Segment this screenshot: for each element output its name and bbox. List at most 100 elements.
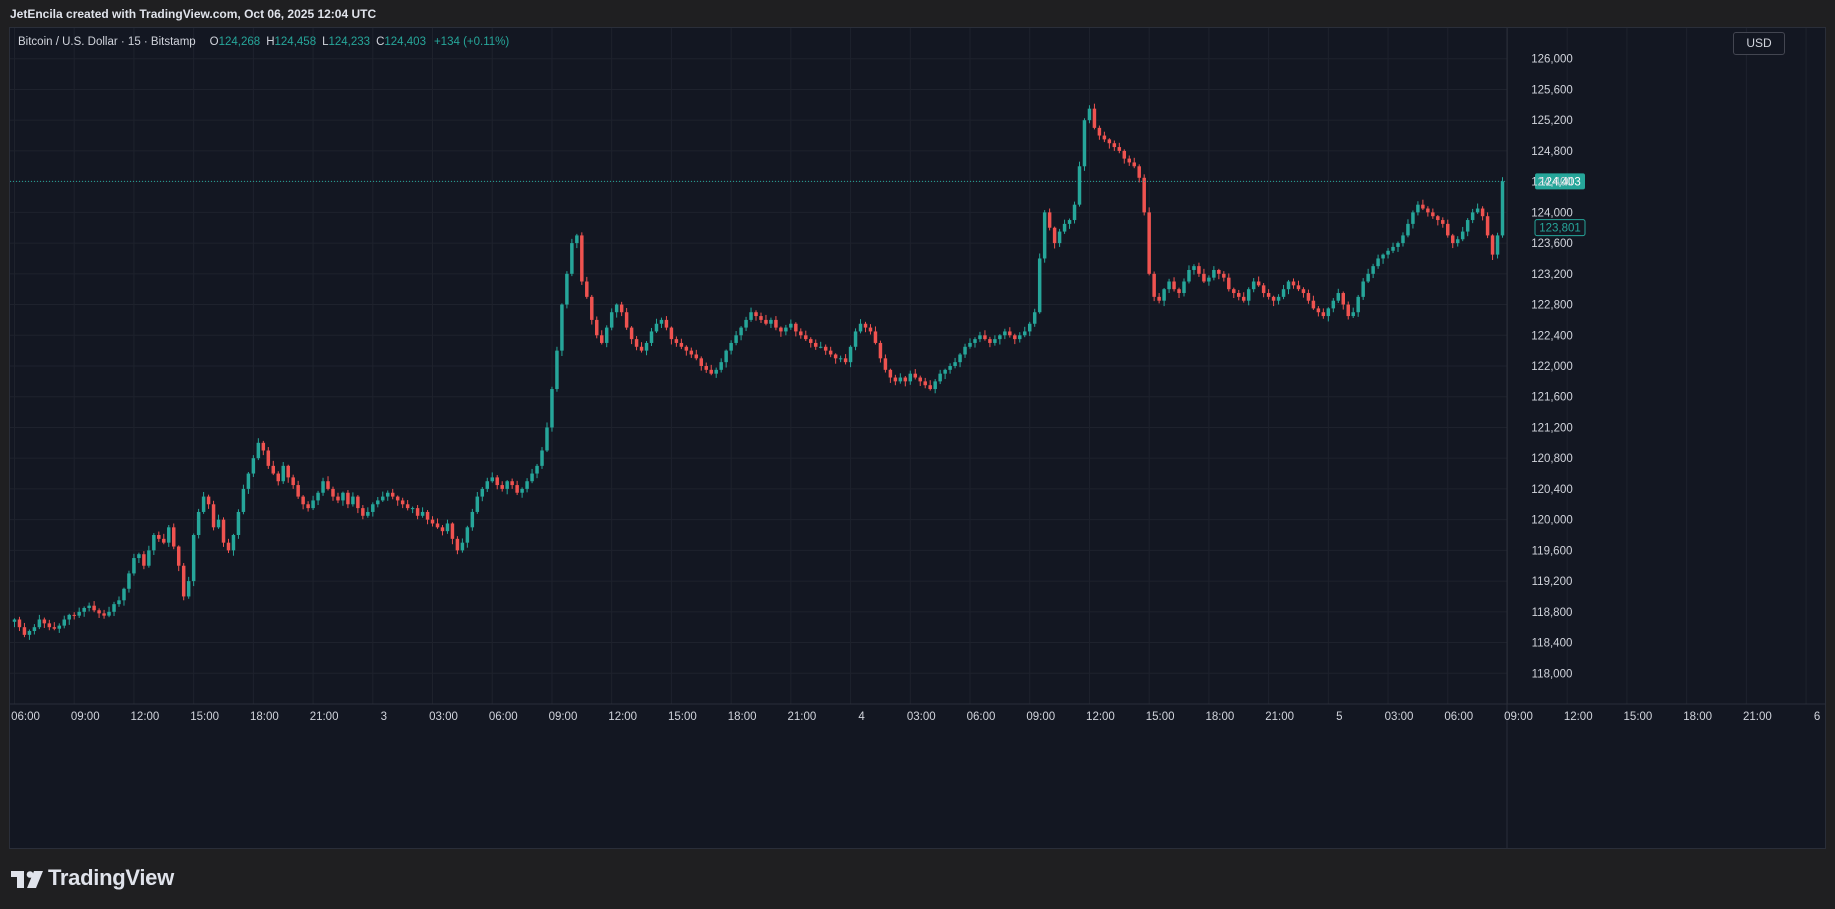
- price-tick-label: 126,000: [1531, 54, 1573, 66]
- candle-body: [57, 625, 62, 629]
- time-tick-label: 06:00: [1444, 711, 1473, 723]
- candle-body: [1197, 266, 1201, 274]
- candle-body: [953, 362, 957, 366]
- candle-body: [306, 504, 310, 509]
- candle-body: [908, 373, 913, 382]
- candle-body: [634, 339, 639, 347]
- candle-body: [196, 511, 201, 535]
- candle-body: [724, 350, 728, 363]
- candle-body: [435, 523, 440, 528]
- price-axis[interactable]: 118,000 118,400 118,800 119,200 119,600 120,0…: [1531, 54, 1573, 681]
- candle-body: [813, 342, 818, 347]
- candle-body: [1386, 250, 1390, 255]
- candle-body: [465, 527, 470, 543]
- time-tick-label: 5: [1336, 711, 1342, 723]
- candle-body: [654, 323, 659, 332]
- symbol-label[interactable]: Bitcoin / U.S. Dollar · 15 · Bitstamp: [18, 36, 196, 48]
- candle-body: [127, 573, 131, 589]
- candle-body: [261, 442, 266, 451]
- chart-pane[interactable]: 124,403 123,801 118,000 118,400 118,800 119,…: [9, 27, 1826, 849]
- secondary-price-label: 123,801: [1539, 223, 1581, 235]
- tradingview-brand: TradingView: [48, 865, 174, 890]
- candle-body: [689, 350, 694, 355]
- candle-body: [903, 377, 908, 382]
- close-value: 124,403: [384, 36, 426, 48]
- candle-body: [171, 527, 176, 547]
- candle-body: [137, 554, 141, 559]
- candle-body: [873, 331, 878, 343]
- candle-body: [147, 550, 151, 566]
- candle-body: [913, 373, 918, 378]
- low-value: 124,233: [328, 36, 371, 48]
- candle-body: [231, 535, 236, 551]
- candle-body: [1207, 277, 1211, 282]
- candle-body: [400, 500, 405, 505]
- candle-body: [1436, 216, 1440, 221]
- candle-body: [888, 369, 893, 378]
- candle-body: [794, 323, 798, 332]
- candle-body: [530, 473, 534, 482]
- candle-body: [381, 496, 385, 501]
- time-axis[interactable]: 06:00 09:00 12:00 15:00 18:00 21:00 3 03:00 06:0…: [11, 711, 1825, 723]
- candle-body: [316, 492, 320, 501]
- time-tick-label: 18:00: [728, 711, 757, 723]
- candle-body: [1018, 335, 1022, 340]
- candle-body: [609, 312, 614, 328]
- candle-body: [1346, 304, 1350, 317]
- candle-body: [694, 354, 699, 359]
- candle-body: [162, 538, 166, 543]
- candle-body: [495, 477, 499, 486]
- candle-body: [132, 558, 136, 574]
- candlestick-chart[interactable]: 124,403 123,801 118,000 118,400 118,800 119,…: [10, 28, 1825, 848]
- time-tick-label: 03:00: [1385, 711, 1414, 723]
- candle-body: [1256, 281, 1261, 286]
- candle-body: [1117, 147, 1122, 151]
- candle-body: [729, 342, 733, 351]
- time-tick-label: 15:00: [668, 711, 697, 723]
- candle-body: [1077, 166, 1082, 205]
- candle-body: [1137, 166, 1141, 178]
- candle-body: [1072, 204, 1077, 221]
- candle-body: [1490, 235, 1495, 255]
- candle-body: [769, 319, 773, 324]
- price-tick-label: 120,000: [1531, 515, 1573, 527]
- candle-body: [1067, 220, 1072, 224]
- candle-body: [445, 523, 450, 532]
- candle-body: [346, 492, 350, 505]
- candle-body: [152, 535, 156, 551]
- candle-body: [296, 485, 300, 497]
- candle-body: [978, 335, 982, 340]
- candle-body: [669, 327, 674, 340]
- candle-body: [1246, 289, 1251, 301]
- candle-body: [963, 346, 967, 355]
- candle-body: [1261, 285, 1266, 294]
- candle-body: [311, 500, 315, 509]
- candle-body: [570, 243, 574, 274]
- candle-body: [1326, 308, 1331, 317]
- change-value: +134 (+0.11%): [433, 36, 510, 48]
- candle-body: [1057, 231, 1062, 244]
- candle-body: [291, 477, 295, 486]
- time-tick-label: 15:00: [1624, 711, 1653, 723]
- candle-body: [545, 427, 549, 451]
- candle-body: [440, 527, 445, 532]
- candle-body: [833, 354, 838, 359]
- candle-body: [973, 339, 977, 343]
- candle-body: [430, 519, 435, 524]
- price-tick-label: 118,000: [1532, 668, 1573, 680]
- candle-body: [734, 335, 738, 343]
- currency-button[interactable]: USD: [1733, 32, 1785, 55]
- price-tick-label: 119,200: [1532, 576, 1573, 588]
- candle-body: [1032, 312, 1037, 324]
- price-tick-label: 122,000: [1531, 361, 1573, 373]
- candle-body: [1286, 281, 1291, 290]
- candle-body: [1276, 296, 1281, 301]
- candle-body: [1102, 135, 1107, 140]
- price-tick-label: 124,800: [1531, 146, 1573, 158]
- time-tick-label: 6: [1814, 711, 1820, 723]
- candle-body: [1172, 281, 1176, 290]
- candle-body: [923, 381, 927, 386]
- candle-body: [525, 481, 529, 489]
- candle-body: [988, 339, 992, 343]
- time-tick-label: 12:00: [131, 711, 160, 723]
